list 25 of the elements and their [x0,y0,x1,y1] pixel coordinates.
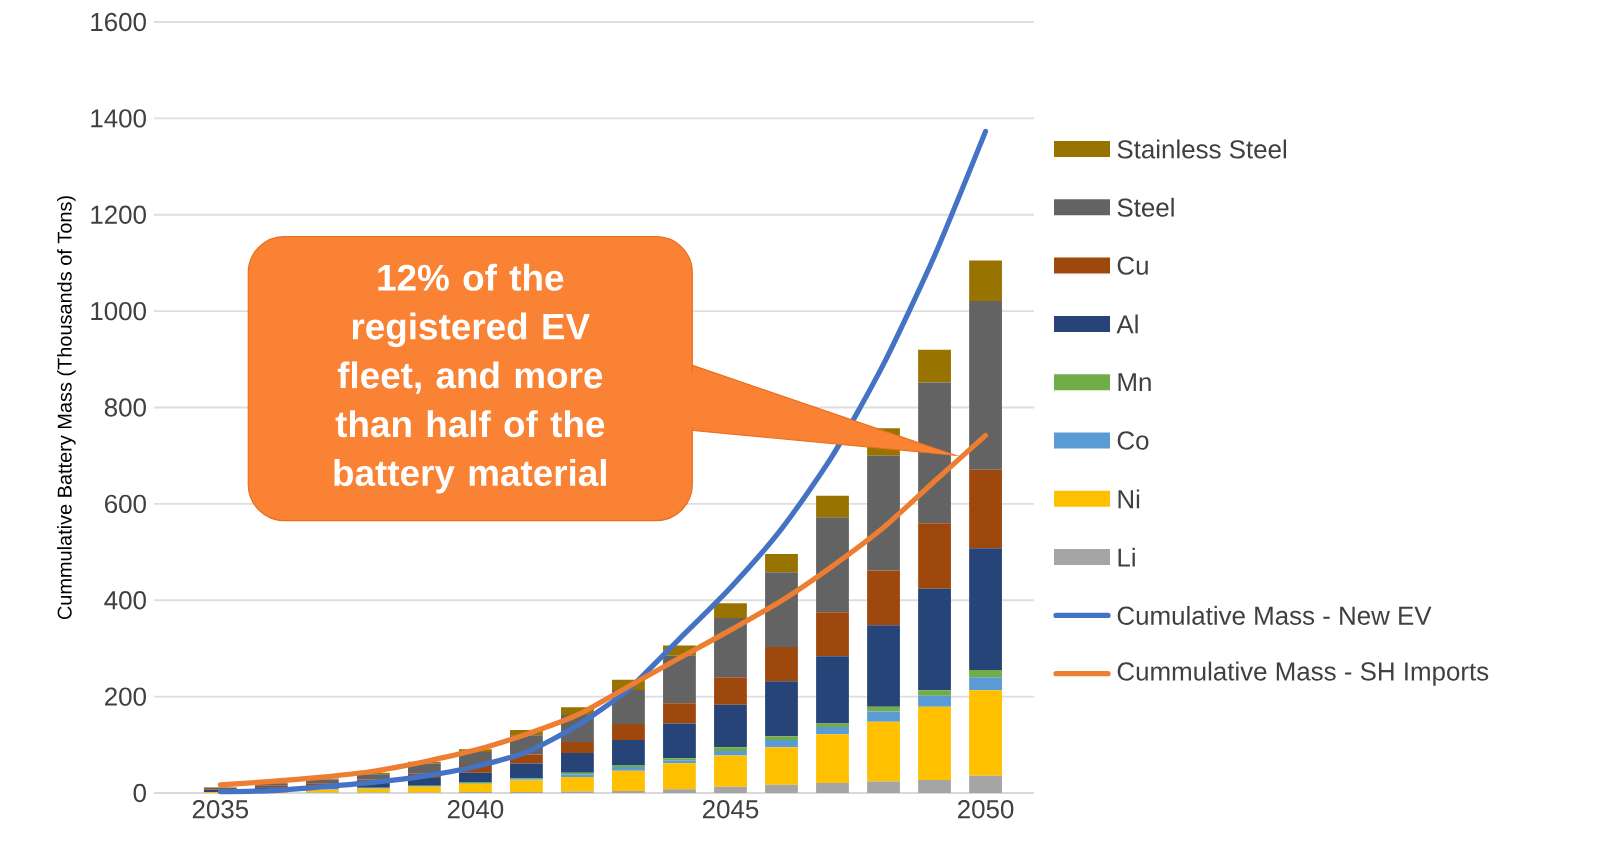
legend-label: Cummulative Mass - SH Imports [1117,661,1489,686]
y-tick-label: 600 [105,494,146,514]
legend-label: Mn [1118,373,1151,392]
legend-label: Ni [1118,489,1140,509]
y-tick-label: 200 [105,687,146,706]
y-tick-label: 1200 [91,205,146,224]
x-tick-label: 2035 [192,800,249,819]
y-axis-title: Cummulative Battery Mass (Thousands of Tons) [57,196,76,620]
y-tick-label: 400 [104,591,146,610]
legend-label: Stainless Steel [1117,139,1286,159]
y-tick-label: 1400 [91,109,146,128]
legend-label: Al [1116,314,1138,334]
x-tick-label: 2045 [702,800,759,819]
y-tick-label: 800 [104,398,146,417]
x-tick-label: 2040 [447,800,504,819]
legend-label: Li [1118,547,1135,567]
legend-label: Steel [1117,197,1174,217]
y-tick-label: 1000 [91,301,146,321]
legend-label: Cu [1117,256,1148,275]
legend-label: Cumulative Mass - New EV [1117,605,1432,625]
x-tick-label: 2050 [958,800,1014,819]
y-tick-label: 1600 [91,12,146,32]
y-tick-label: 0 [133,783,146,803]
annotation: 12% of the registered EV fleet, and more than half of the battery material [334,263,606,494]
legend-label: Co [1117,431,1149,450]
